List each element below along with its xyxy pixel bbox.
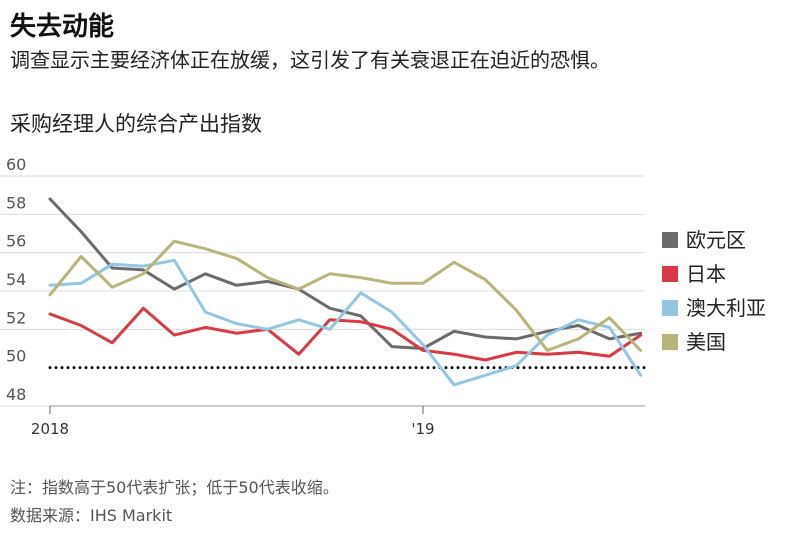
y-tick-label: 52 [6,308,26,327]
chart-source: 数据来源：IHS Markit [10,506,173,525]
y-axis-ticks: 48 50 52 54 56 58 60 [6,155,26,404]
legend-label: 欧元区 [686,228,746,252]
y-tick-label: 48 [6,385,26,404]
x-axis: 2018 '19 [31,405,645,438]
y-tick-label: 50 [6,347,26,366]
legend-swatch [662,334,678,350]
legend-label: 日本 [686,262,726,286]
series-line [48,197,643,350]
y-tick-label: 54 [6,270,26,289]
y-tick-label: 56 [6,232,26,251]
chart-title: 采购经理人的综合产出指数 [10,112,262,136]
y-tick-label: 60 [6,155,26,174]
chart-note: 注：指数高于50代表扩张；低于50代表收缩。 [10,478,339,497]
legend-swatch [662,232,678,248]
page-subtitle: 调查显示主要经济体正在放缓，这引发了有关衰退正在迫近的恐惧。 [10,48,610,72]
legend-swatch [662,266,678,282]
series-line [48,258,643,387]
page-title: 失去动能 [10,12,115,42]
series-line [48,306,643,362]
legend-label: 澳大利亚 [686,296,766,320]
chart-grid [0,175,647,407]
legend-label: 美国 [686,330,726,354]
legend-swatch [662,300,678,316]
x-tick-label: '19 [411,420,434,438]
series-line [48,239,643,352]
chart-series [48,197,643,387]
x-tick-label: 2018 [31,420,69,438]
y-tick-label: 58 [6,193,26,212]
